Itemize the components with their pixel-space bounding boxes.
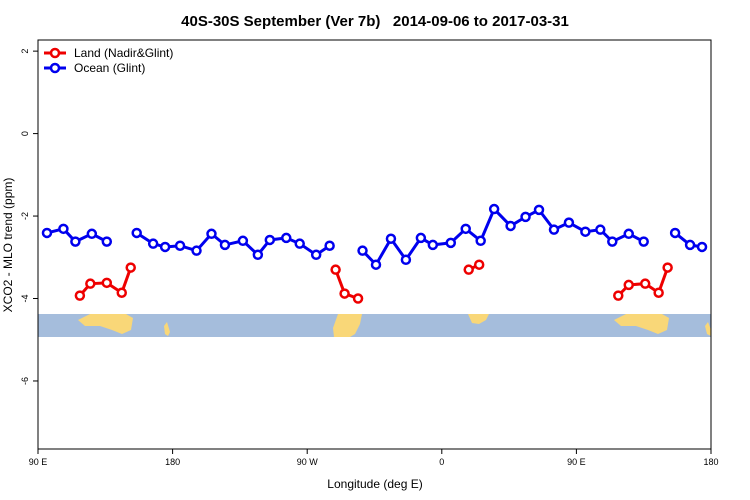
point bbox=[357, 245, 368, 256]
series-line bbox=[46, 206, 703, 268]
point bbox=[310, 249, 322, 261]
series-line bbox=[78, 263, 670, 300]
legend-label: Land (Nadir&Glint) bbox=[74, 46, 173, 60]
point bbox=[580, 226, 591, 237]
point bbox=[86, 228, 98, 240]
point bbox=[684, 239, 696, 251]
y-tick-label: 2 bbox=[20, 49, 30, 54]
point bbox=[41, 227, 53, 239]
point bbox=[125, 262, 136, 273]
point bbox=[330, 264, 341, 275]
point bbox=[101, 236, 113, 247]
point bbox=[548, 224, 560, 235]
point bbox=[116, 287, 128, 298]
y-axis-label: XCO2 - MLO trend (ppm) bbox=[1, 178, 15, 313]
point bbox=[370, 259, 382, 270]
point bbox=[475, 235, 486, 247]
point bbox=[324, 240, 335, 251]
point bbox=[281, 232, 292, 244]
x-tick-label: 90 E bbox=[29, 457, 48, 467]
x-tick-label: 0 bbox=[439, 457, 444, 467]
point bbox=[174, 240, 186, 251]
south-america bbox=[333, 314, 362, 337]
point bbox=[415, 232, 427, 244]
point bbox=[294, 238, 305, 249]
point bbox=[58, 223, 69, 235]
point bbox=[638, 236, 649, 247]
point bbox=[101, 277, 113, 289]
point bbox=[613, 290, 624, 301]
point bbox=[623, 279, 634, 291]
plot-frame bbox=[37, 39, 712, 450]
point bbox=[623, 228, 634, 240]
chart-title: 40S-30S September (Ver 7b) 2014-09-06 to… bbox=[181, 13, 569, 30]
point bbox=[533, 204, 545, 216]
legend-marker bbox=[49, 47, 61, 59]
point bbox=[607, 236, 618, 247]
legend-marker bbox=[49, 62, 61, 74]
x-tick-label: 90 W bbox=[297, 457, 319, 467]
y-tick-label: -2 bbox=[20, 212, 30, 220]
point bbox=[74, 290, 86, 301]
point bbox=[696, 241, 708, 253]
point bbox=[662, 262, 673, 273]
map-strip bbox=[38, 314, 711, 337]
y-tick-label: 0 bbox=[20, 131, 30, 136]
legend-label: Ocean (Glint) bbox=[74, 61, 145, 75]
australia bbox=[614, 314, 669, 334]
point bbox=[563, 217, 575, 228]
point bbox=[445, 237, 457, 249]
ocean-band bbox=[38, 314, 711, 337]
point bbox=[339, 288, 350, 299]
legend: Land (Nadir&Glint)Ocean (Glint) bbox=[44, 46, 173, 75]
point bbox=[669, 227, 681, 239]
africa bbox=[468, 314, 489, 324]
point bbox=[460, 223, 471, 235]
point bbox=[505, 220, 516, 232]
point bbox=[131, 227, 142, 239]
point bbox=[237, 235, 249, 247]
point bbox=[520, 211, 531, 223]
new-zealand bbox=[705, 322, 711, 336]
point bbox=[385, 233, 397, 244]
point bbox=[70, 236, 81, 247]
point bbox=[653, 287, 664, 298]
point bbox=[427, 239, 439, 251]
y-tick-label: -6 bbox=[20, 377, 30, 385]
point bbox=[463, 264, 474, 275]
y-tick-label: -4 bbox=[20, 295, 30, 303]
point bbox=[147, 238, 159, 249]
x-tick-label: 180 bbox=[165, 457, 180, 467]
point bbox=[85, 278, 96, 289]
point bbox=[595, 224, 606, 235]
point bbox=[264, 234, 276, 246]
x-tick-label: 90 E bbox=[567, 457, 586, 467]
point bbox=[191, 245, 202, 256]
point bbox=[488, 203, 500, 215]
australia bbox=[78, 314, 133, 334]
point bbox=[473, 259, 485, 270]
point bbox=[252, 249, 264, 261]
point bbox=[159, 241, 171, 253]
point bbox=[639, 278, 651, 289]
new-zealand bbox=[164, 322, 170, 336]
point bbox=[352, 293, 364, 304]
point bbox=[206, 228, 217, 240]
point bbox=[400, 254, 412, 266]
point bbox=[219, 239, 231, 251]
x-axis-label: Longitude (deg E) bbox=[327, 477, 422, 491]
x-tick-label: 180 bbox=[703, 457, 718, 467]
